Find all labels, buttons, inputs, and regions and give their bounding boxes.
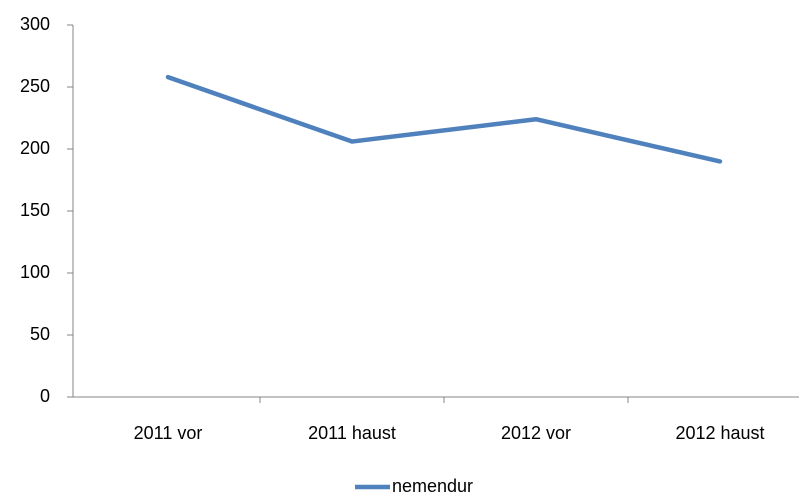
x-tick-label: 2011 vor <box>134 423 203 443</box>
y-tick-label: 150 <box>20 200 50 220</box>
x-tick-label: 2012 vor <box>501 423 571 443</box>
legend-label: nemendur <box>392 476 473 496</box>
x-tick-label: 2011 haust <box>308 423 396 443</box>
y-tick-label: 300 <box>20 14 50 34</box>
y-tick-label: 0 <box>40 386 50 406</box>
y-tick-label: 100 <box>20 262 50 282</box>
data-line <box>165 74 723 164</box>
y-tick-label: 250 <box>20 76 50 96</box>
x-tick-label: 2012 haust <box>675 423 764 443</box>
y-tick-label: 50 <box>30 324 50 344</box>
y-tick-label: 200 <box>20 138 50 158</box>
